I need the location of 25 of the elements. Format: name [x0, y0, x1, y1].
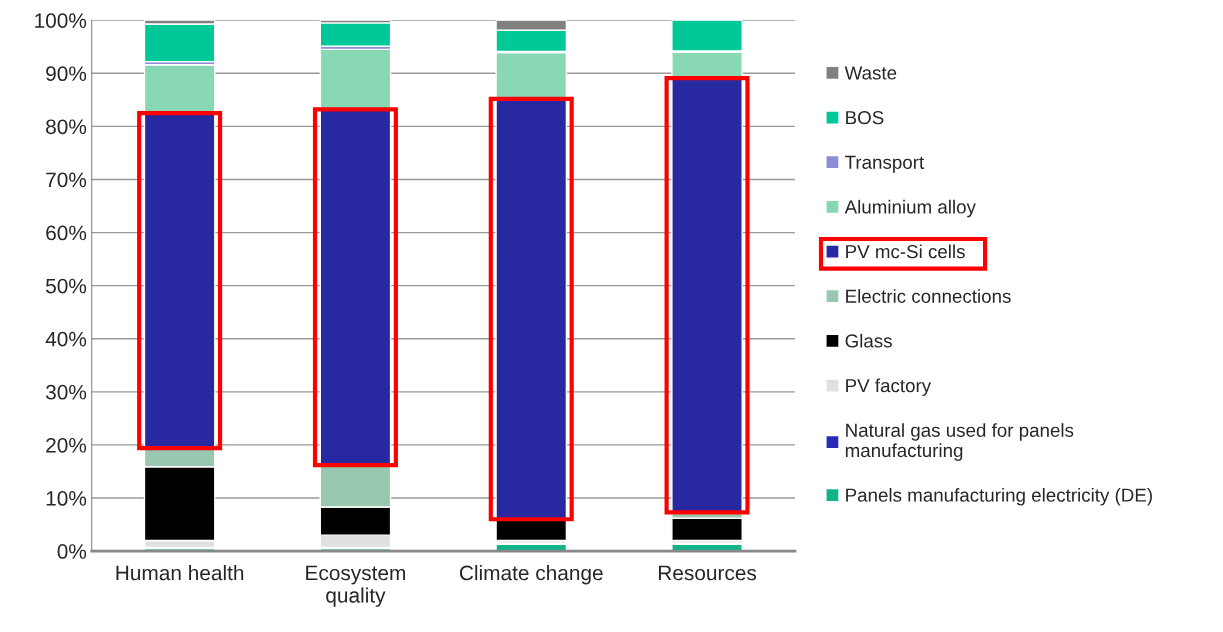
- x-tick-label: Resources: [658, 565, 757, 581]
- x-tick-label: Ecosystem quality: [306, 565, 405, 607]
- legend-label: Natural gas used for panels manufacturing: [845, 423, 1074, 461]
- y-tick-label: 90%: [46, 66, 87, 82]
- legend-label: Waste: [844, 66, 897, 80]
- y-tick-label: 80%: [46, 119, 87, 135]
- legend-label: Electric connections: [846, 289, 1011, 303]
- y-tick-label: 20%: [46, 437, 87, 453]
- legend-label: Aluminium alloy: [844, 199, 976, 218]
- legend-label: BOS: [846, 110, 884, 125]
- y-tick-label: 50%: [46, 278, 87, 294]
- y-tick-label: 30%: [45, 384, 87, 400]
- legend-label: Panels manufacturing electricity (DE): [846, 488, 1152, 506]
- y-tick-label: 70%: [46, 172, 87, 188]
- y-tick-label: 0%: [57, 544, 87, 559]
- legend-label: Glass: [845, 333, 892, 348]
- x-tick-label: Human health: [116, 564, 244, 581]
- legend-label: PV mc-Si cells: [846, 244, 965, 259]
- legend-label: PV factory: [846, 378, 932, 396]
- y-tick-label: 60%: [46, 225, 87, 241]
- x-tick-label: Climate change: [459, 564, 603, 585]
- y-tick-label: 40%: [45, 331, 87, 347]
- legend-label: Transport: [845, 155, 925, 173]
- y-tick-label: 100%: [35, 13, 87, 28]
- y-tick-label: 10%: [46, 491, 87, 506]
